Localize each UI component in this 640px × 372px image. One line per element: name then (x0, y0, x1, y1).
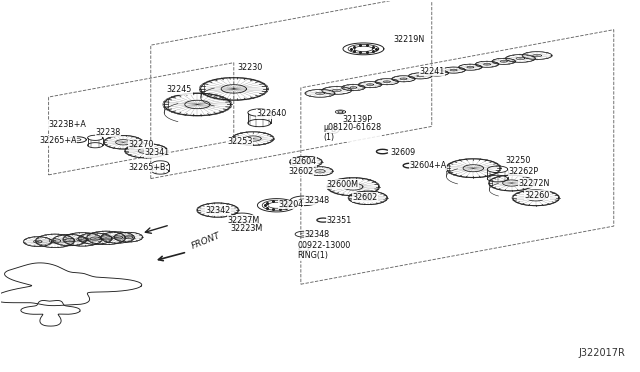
Text: 32341: 32341 (145, 148, 170, 157)
Text: 32604+A: 32604+A (410, 161, 447, 170)
Text: 32351: 32351 (326, 216, 351, 225)
Text: 32602: 32602 (352, 193, 377, 202)
Text: 32237M: 32237M (227, 216, 260, 225)
Text: 32262P: 32262P (508, 167, 538, 176)
Text: 32139P: 32139P (342, 115, 372, 124)
Text: B: B (330, 127, 335, 133)
Text: J322017R: J322017R (579, 348, 625, 358)
Text: 32230: 32230 (237, 63, 262, 72)
Text: µ08120-61628
(1): µ08120-61628 (1) (323, 122, 381, 142)
Text: 32342: 32342 (205, 206, 230, 215)
Text: 32602: 32602 (288, 167, 314, 176)
Text: 32241: 32241 (419, 67, 444, 76)
Text: 32238: 32238 (95, 128, 120, 137)
Text: 32270: 32270 (129, 140, 154, 149)
Text: 32272N: 32272N (518, 179, 549, 187)
Text: 32609: 32609 (390, 148, 415, 157)
Text: FRONT: FRONT (189, 231, 221, 250)
Text: 3223B+A: 3223B+A (49, 121, 86, 129)
Text: 32600M: 32600M (326, 180, 358, 189)
Text: 32219N: 32219N (394, 35, 425, 44)
Text: 32348: 32348 (304, 230, 329, 240)
Text: 32260: 32260 (524, 191, 550, 200)
Text: 32265+A: 32265+A (39, 136, 77, 145)
Text: 322640: 322640 (256, 109, 286, 118)
Text: 32250: 32250 (505, 156, 531, 165)
Text: 32245: 32245 (167, 85, 192, 94)
Text: 32348: 32348 (304, 196, 329, 205)
Text: 00922-13000
RING(1): 00922-13000 RING(1) (298, 241, 351, 260)
Text: 32604: 32604 (291, 157, 316, 166)
Text: 32253: 32253 (227, 137, 253, 146)
Text: 32223M: 32223M (230, 224, 263, 233)
Text: 32265+B: 32265+B (129, 163, 166, 172)
Text: 32204: 32204 (278, 200, 304, 209)
